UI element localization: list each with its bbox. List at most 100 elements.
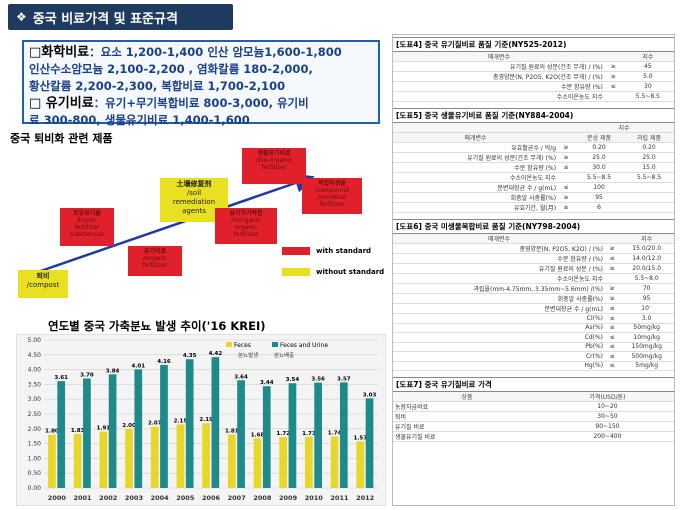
bar-feces-and-urine [365, 398, 374, 488]
x-tick-label: 2004 [151, 494, 170, 502]
table-cell: ≥ [604, 71, 622, 82]
table-cell [624, 192, 674, 203]
table-cell: 95 [619, 293, 674, 304]
table-cell: 5.5~8.5 [574, 172, 625, 183]
table-cell: 5.5~8.5 [621, 91, 674, 102]
data-label: 1.83 [71, 428, 85, 434]
table-cell: 45 [621, 61, 674, 72]
table-row: 수분 함유량 (%) ≤30.0 15.0 [393, 162, 674, 173]
bar-feces-and-urine [134, 369, 143, 488]
box-compound-line: microbial [318, 194, 346, 201]
box-humic: 토양유기물/humic fertilizer substances [60, 208, 114, 246]
table-header-cell [604, 52, 622, 62]
table-header-cell: 분상 제품 [574, 132, 625, 143]
x-tick-label: 2006 [202, 494, 221, 502]
table-row: 수분 함유량 / (%) ≤14.0/12.0 [393, 253, 674, 264]
manure-chart-svg: 0.00 0.50 1.00 1.50 2.00 2.50 3.00 3.50 4.00 4.50… [15, 333, 387, 507]
y-tick-label: 1.00 [28, 455, 42, 462]
box-inorganic-line: fertilizer [233, 231, 259, 238]
bar-feces [330, 436, 339, 488]
box-soil-line: agents [182, 207, 206, 215]
table-row: Cd(%) ≤10mg/kg [393, 332, 674, 343]
table-cell: 5.5~8.5 [624, 172, 674, 183]
bar-feces [279, 437, 288, 488]
table-cell: 유효기간, 월(月) [393, 202, 559, 213]
table5: 지수 매개변수 분상 제품 과립 제품 유효활균수 / 억/g ≥0.20 0.20 유기질 … [393, 123, 674, 213]
table-row: 수소이온농도 지수 5.5~8.5 [393, 91, 674, 102]
table-cell: 유기질 비료 [393, 421, 541, 432]
table-cell: 유기질 원료의 성분(건조 무게) / (%) [393, 61, 605, 72]
table-cell [624, 202, 674, 213]
table-cell: Cl(%) [393, 313, 606, 324]
box-soil-line: remediation [172, 198, 216, 206]
bar-feces-and-urine [108, 374, 117, 488]
table-cell: 생물유기질 비료 [393, 431, 541, 442]
page-title: ❖ 중국 비료가격 및 표준규격 [8, 4, 233, 30]
data-label: 3.03 [363, 392, 377, 398]
table-header-row: 매개변수 분상 제품 과립 제품 [393, 132, 674, 143]
table5-title: [도표5] 중국 생물유기비료 품질 기준(NY884-2004) [393, 108, 674, 123]
box-humic-line: substances [70, 231, 104, 238]
chem-line3: 황산칼륨 2,200-2,300, 복합비료 1,700-2,100 [29, 79, 286, 93]
table4: 매개변수 지수 유기질 원료의 성분(건조 무게) / (%) ≥45 총영양분(N, … [393, 52, 674, 102]
bar-feces [305, 436, 313, 488]
table-cell: ≥ [604, 61, 622, 72]
box-inorganic: 유기무기복합/inorganic organic fertilizer [215, 208, 277, 244]
table-row: 유기질 원료의 성분(건조 무게) (%) ≥25.0 25.0 [393, 152, 674, 163]
table-row: Pb(%) ≤150mg/kg [393, 342, 674, 352]
table-cell: ≥ [605, 243, 620, 254]
bar-feces [48, 434, 56, 488]
table-cell: 10mg/kg [619, 332, 674, 343]
table4-title: [도표4] 중국 유기질비료 품질 기준(NY525-2012) [393, 37, 674, 52]
table-header-cell [558, 132, 575, 143]
table-cell: ≥ [605, 293, 620, 304]
table-cell: ≥ [558, 202, 575, 213]
table-header-cell: 지수 [621, 52, 674, 62]
table-header-cell: 매개변수 [393, 52, 605, 62]
table-cell: ≤ [605, 361, 620, 371]
x-tick-label: 2010 [305, 494, 324, 502]
box-soil-line: 土壤修复剂 [176, 180, 212, 188]
data-label: 4.35 [183, 353, 197, 359]
box-inorganic-line: /inorganic [231, 217, 261, 224]
table-cell: 유기질 원료의 성분 / (%) [393, 263, 606, 274]
data-label: 4.42 [209, 351, 223, 357]
table-row: 유기질 원료의 성분(건조 무게) / (%) ≥45 [393, 61, 674, 72]
data-label: 2.00 [122, 423, 136, 429]
data-label: 1.73 [302, 431, 316, 437]
bar-feces-and-urine [262, 386, 271, 488]
bar-feces-and-urine [288, 383, 297, 488]
table-cell: 총영양분(N, P2O5, K2O(건조 무게) / (%) [393, 71, 605, 82]
table-cell: 15.0 [624, 162, 674, 173]
legend-with-standard: with standard [316, 247, 372, 255]
table-header-cell [393, 123, 559, 133]
table-row: 퇴비 30~50 [393, 411, 674, 422]
table-cell: 분변대장균 수 / g(mL) [393, 303, 606, 314]
box-compost-line: /compost [26, 281, 60, 289]
table-row: Hg(%) ≤5mg/kg [393, 361, 674, 371]
table-cell: 15.0/20.0 [619, 243, 674, 254]
table-cell: 0.20 [624, 142, 674, 153]
table-cell: 0.20 [574, 142, 625, 153]
table-header-row: 매개변수 지수 [393, 234, 674, 244]
chem-label: □화학비료 [29, 45, 90, 60]
data-label: 3.64 [234, 374, 248, 380]
table-cell: 퇴비 [393, 411, 541, 422]
table-cell: 수소이온농도 지수 [393, 172, 559, 183]
diagram-label: 중국 퇴비화 관련 제품 [10, 132, 113, 145]
box-humic-line: 토양유기물 [73, 210, 101, 217]
table-cell: ≤ [605, 303, 620, 314]
table-cell: ≥ [605, 283, 620, 294]
x-tick-label: 2009 [279, 494, 298, 502]
table-row: 농장자급비료 10~20 [393, 401, 674, 412]
box-compound-line: /compound [315, 187, 349, 194]
data-label: 1.68 [251, 432, 265, 438]
table-row: 유기질 원료의 성분 / (%) ≥20.0/15.0 [393, 263, 674, 274]
table-cell: Cd(%) [393, 332, 606, 343]
table-cell: 분변대장균 수 / g(mL) [393, 182, 559, 193]
table-cell: ≤ [605, 323, 620, 333]
bar-feces-and-urine [83, 378, 91, 488]
table-cell: As(%) [393, 323, 606, 333]
table-cell: 수소이온농도 지수 [393, 91, 605, 102]
bar-feces [150, 426, 159, 488]
